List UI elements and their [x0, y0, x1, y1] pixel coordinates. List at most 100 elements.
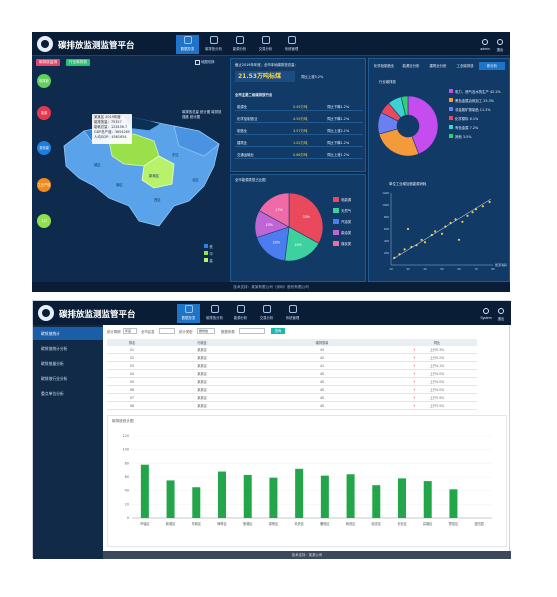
scatter-point[interactable] [481, 205, 484, 208]
table-row[interactable]: 01 某某区 43 ↑ 上升5.3% [107, 346, 477, 354]
nav-item-4[interactable]: 系统管理 [280, 35, 303, 54]
pie1-title: 行业碳排放 [379, 80, 396, 84]
logout-button[interactable]: 退出 [493, 39, 507, 52]
logout-button[interactable]: 退出 [494, 308, 508, 321]
circle-industry[interactable]: 工业产值 [37, 178, 51, 192]
tab-4[interactable]: 新分析 [479, 62, 505, 70]
sidebar-item-industry[interactable]: 碳排放行业分析 [41, 376, 68, 381]
circle-power[interactable]: 发电量 [37, 141, 51, 155]
search-button[interactable]: 查询 [271, 328, 285, 334]
bar[interactable] [295, 468, 304, 518]
source-select[interactable] [239, 328, 265, 334]
circle-population[interactable]: 人口 [37, 214, 51, 228]
scatter-point[interactable] [488, 200, 491, 204]
scatter-point[interactable] [423, 241, 427, 244]
bar[interactable] [218, 471, 226, 518]
nav-icon [184, 305, 193, 313]
scatter-point[interactable] [471, 211, 474, 214]
cell-region: 某某区 [157, 377, 247, 386]
nav-item-1[interactable]: 碳排放分析 [203, 304, 226, 323]
sidebar-item-stats[interactable]: 碳排放统计 [33, 327, 103, 340]
scatter-point[interactable] [403, 248, 406, 251]
nav-item-3[interactable]: 交易分析 [255, 304, 278, 323]
tab-2[interactable]: 建筑业分析 [429, 64, 447, 68]
bar-chart: 0 20 40 60 80 100 120 市辖区 新城区 东城区 碑林区 莲湖区 灞桥区 未央区 雁塔区 阎… [123, 434, 492, 526]
circle-energy[interactable]: 能源 [37, 106, 51, 120]
table-row[interactable]: 06 某某区 40 ↑ 上升4.0% [107, 385, 477, 394]
table-row[interactable]: 08 某某区 40 ↑ 上升3.5% [107, 401, 477, 410]
bar[interactable] [423, 481, 432, 518]
tab-0[interactable]: 化学品制造业 [373, 64, 395, 68]
pie2-slice[interactable] [284, 226, 320, 262]
power-icon [498, 308, 504, 314]
bar[interactable] [140, 464, 149, 518]
cell-trend: ↑ 上升3.9% [397, 393, 477, 402]
bar[interactable] [346, 474, 355, 518]
scatter-point[interactable] [415, 244, 418, 247]
nav-item-2[interactable]: 能源分析 [229, 304, 252, 323]
table-row[interactable]: 02 某某区 42 ↑ 上升5.2% [107, 353, 477, 362]
pie1-slice[interactable] [400, 95, 409, 116]
y-tick: 200 [384, 251, 389, 255]
scatter-point[interactable] [420, 238, 423, 241]
pie2-slice[interactable] [288, 192, 324, 244]
table-row[interactable]: 07 某某区 40 ↑ 上升3.9% [107, 393, 477, 402]
type-select[interactable]: 碳排放 [197, 328, 215, 334]
nav-item-2[interactable]: 能源分析 [228, 35, 251, 54]
user-button[interactable]: admin [478, 39, 492, 51]
pie1-slice[interactable] [378, 128, 420, 157]
scatter-point[interactable] [466, 214, 469, 217]
circle-carbon[interactable]: 碳排放 [37, 74, 51, 88]
tab-3[interactable]: 工业碳排放 [456, 64, 474, 68]
power-icon [497, 39, 503, 45]
industry-change: 同比下降1.2% [327, 141, 350, 145]
user-button[interactable]: System [479, 308, 493, 320]
legend-item: 其他 3.5% [449, 134, 509, 143]
tab-1[interactable]: 能源业分析 [402, 64, 420, 68]
scatter-point[interactable] [461, 220, 464, 223]
map-region-mid[interactable] [141, 155, 175, 189]
industry-name: 建筑业 [237, 141, 248, 145]
bar[interactable] [243, 474, 252, 518]
pie1-slice[interactable] [407, 95, 439, 155]
carbon-monitor-button[interactable]: 碳排放监测 [36, 59, 60, 66]
table-row[interactable]: 05 某某区 40 ↑ 上升4.0% [107, 377, 477, 386]
bar[interactable] [398, 478, 406, 518]
map-region-east[interactable] [173, 125, 220, 157]
scatter-point[interactable] [406, 227, 410, 231]
scatter-point[interactable] [440, 232, 444, 235]
nav-item-3[interactable]: 交易分析 [254, 35, 277, 54]
y-tick: 100 [123, 448, 129, 452]
bar[interactable] [166, 480, 175, 518]
nav-item-0[interactable]: 数据总览 [176, 35, 199, 54]
bar[interactable] [320, 475, 329, 518]
scatter-point[interactable] [457, 238, 461, 241]
y-tick: 0 [127, 516, 129, 520]
cell-rank: 02 [107, 353, 157, 362]
map-legend: 低 中 高 [204, 244, 213, 265]
table-row[interactable]: 04 某某区 40 ↑ 上升4.0% [107, 369, 477, 378]
legend-swatch [449, 98, 453, 102]
sidebar-item-key-units[interactable]: 重点单位分析 [41, 391, 64, 396]
district-select[interactable] [159, 328, 175, 334]
region-label: 东区 [172, 152, 179, 157]
map-toggle[interactable]: 地图切换 [195, 59, 215, 65]
sidebar-item-stats-analysis[interactable]: 碳排放统计分析 [41, 346, 68, 351]
bar[interactable] [192, 487, 201, 518]
sidebar-item-amount[interactable]: 碳排放量分析 [41, 361, 64, 366]
nav-item-0[interactable]: 数据总览 [177, 304, 200, 323]
pie2-slice[interactable] [258, 192, 290, 228]
bar[interactable] [269, 477, 278, 518]
legend-swatch [333, 197, 339, 203]
bar[interactable] [372, 485, 381, 518]
period-select[interactable]: 年度 [123, 328, 137, 334]
scatter-point[interactable] [454, 218, 457, 221]
scatter-chart: 20 30 40 50 60 70 80 200 400 600 800 1000 1200 能源消耗 [382, 191, 507, 271]
industry-carbon-button[interactable]: 行业碳排放 [66, 59, 90, 66]
nav-item-4[interactable]: 系统管理 [281, 304, 304, 323]
table-row[interactable]: 03 某某区 41 ↑ 上升4.1% [107, 361, 477, 370]
nav-item-1[interactable]: 碳排放分析 [202, 35, 225, 54]
arrow-up-icon: ↑ [413, 348, 416, 352]
scatter-point[interactable] [434, 230, 437, 233]
bar[interactable] [449, 489, 458, 518]
